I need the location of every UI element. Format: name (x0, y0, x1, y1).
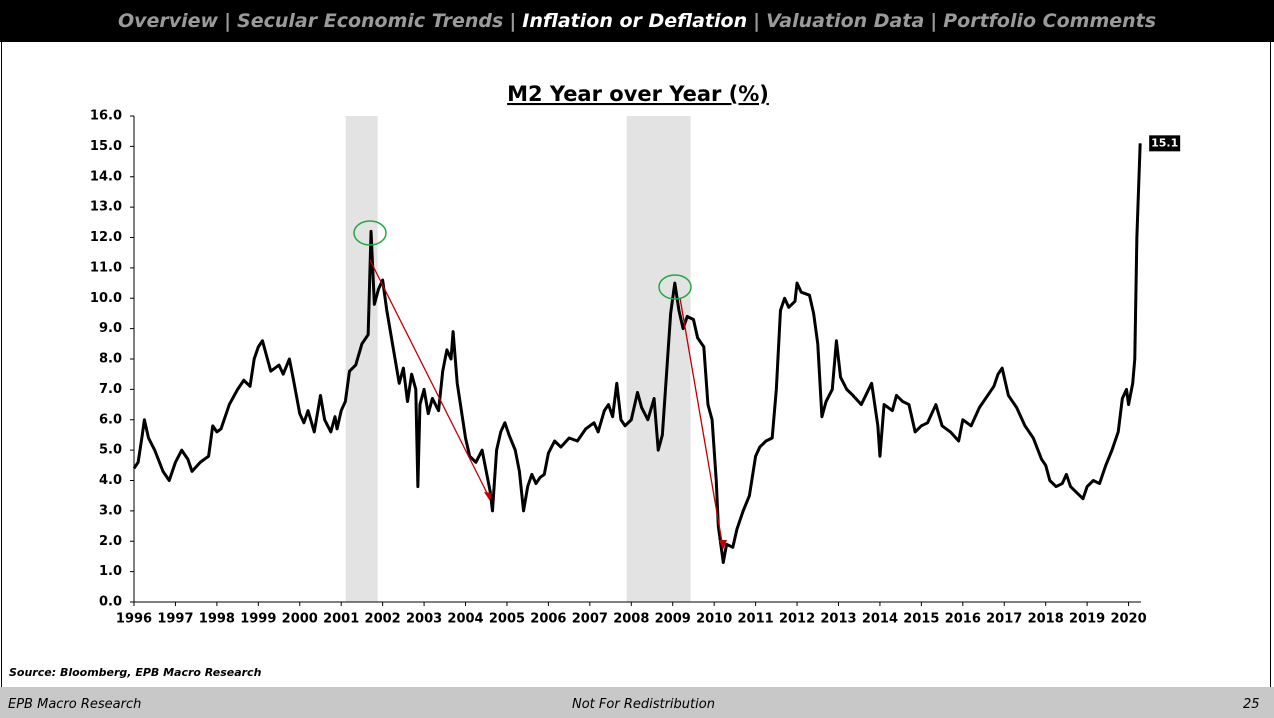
recession-band (626, 116, 691, 602)
chart: M2 Year over Year (%) 0.0 1.0 2.0 3.0 4.0 5.0… (90, 82, 1181, 627)
y-tick-label: 11.0 (90, 260, 122, 275)
recession-band (345, 116, 378, 602)
nav-item[interactable]: Portfolio Comments (943, 10, 1157, 32)
y-tick-label: 14.0 (90, 169, 122, 184)
end-label-box (1149, 135, 1181, 152)
x-tick-label: 2011 (738, 612, 774, 627)
y-tick-label: 3.0 (99, 503, 122, 518)
nav-separator: | (930, 10, 938, 32)
y-tick-label: 1.0 (99, 564, 122, 579)
arrow-head (719, 540, 727, 550)
page-number: 25 (1243, 697, 1260, 712)
x-tick-label: 2017 (986, 612, 1022, 627)
nav-item[interactable]: Valuation Data (766, 10, 925, 32)
y-tick-label: 8.0 (99, 352, 122, 367)
source-note: Source: Bloomberg, EPB Macro Research (9, 666, 262, 679)
x-tick-label: 2007 (572, 612, 608, 627)
footer-left: EPB Macro Research (8, 697, 142, 712)
x-tick-label: 2000 (282, 612, 318, 627)
x-tick-label: 2008 (613, 612, 649, 627)
x-tick-label: 2013 (820, 612, 856, 627)
x-tick-label: 2020 (1110, 612, 1146, 627)
footer-center: Not For Redistribution (572, 697, 715, 712)
nav-bar: Overview | Secular Economic Trends | Inflati… (0, 0, 1274, 42)
x-tick-label: 2019 (1069, 612, 1105, 627)
x-tick-label: 2018 (1028, 612, 1064, 627)
x-tick-label: 2004 (447, 612, 483, 627)
x-tick-label: 2005 (489, 612, 525, 627)
nav-separator: | (753, 10, 761, 32)
y-tick-label: 2.0 (99, 534, 122, 549)
y-tick-label: 16.0 (90, 109, 122, 124)
annotations (353, 220, 727, 550)
nav-item[interactable]: Inflation or Deflation (522, 10, 748, 32)
y-tick-label: 12.0 (90, 230, 122, 245)
x-tick-label: 1997 (157, 612, 193, 627)
highlight-circle (353, 220, 387, 246)
nav-separator: | (224, 10, 232, 32)
end-label: 15.1 (1151, 136, 1178, 149)
nav-separator: | (509, 10, 517, 32)
x-tick-label: 2012 (779, 612, 815, 627)
y-tick-label: 4.0 (99, 473, 122, 488)
arrow-head (484, 492, 492, 501)
y-tick-label: 7.0 (99, 382, 122, 397)
x-tick-label: 2010 (696, 612, 732, 627)
series-line (132, 143, 1142, 565)
x-tick-label: 1999 (240, 612, 276, 627)
y-tick-label: 13.0 (90, 200, 122, 215)
y-tick-label: 9.0 (99, 321, 122, 336)
background-layer (130, 115, 1141, 606)
x-tick-label: 2002 (365, 612, 401, 627)
x-tick-label: 2001 (323, 612, 359, 627)
chart-title: M2 Year over Year (%) (507, 82, 769, 106)
y-tick-label: 6.0 (99, 412, 122, 427)
x-tick-label: 2016 (945, 612, 981, 627)
trend-arrow (679, 297, 724, 549)
y-tick-label: 0.0 (99, 595, 122, 610)
nav-item[interactable]: Overview (117, 10, 219, 32)
trend-arrow (369, 259, 491, 500)
x-tick-label: 1996 (116, 612, 152, 627)
highlight-circle (658, 274, 692, 300)
x-tick-label: 2003 (406, 612, 442, 627)
x-tick-label: 2014 (862, 612, 898, 627)
x-tick-label: 2015 (903, 612, 939, 627)
footer: EPB Macro Research Not For Redistributio… (0, 687, 1274, 718)
y-tick-label: 15.0 (90, 139, 122, 154)
y-tick-label: 5.0 (99, 443, 122, 458)
x-tick-label: 2006 (530, 612, 566, 627)
x-tick-label: 1998 (199, 612, 235, 627)
x-tick-label: 2009 (655, 612, 691, 627)
nav-item[interactable]: Secular Economic Trends (237, 10, 504, 32)
y-tick-label: 10.0 (90, 291, 122, 306)
